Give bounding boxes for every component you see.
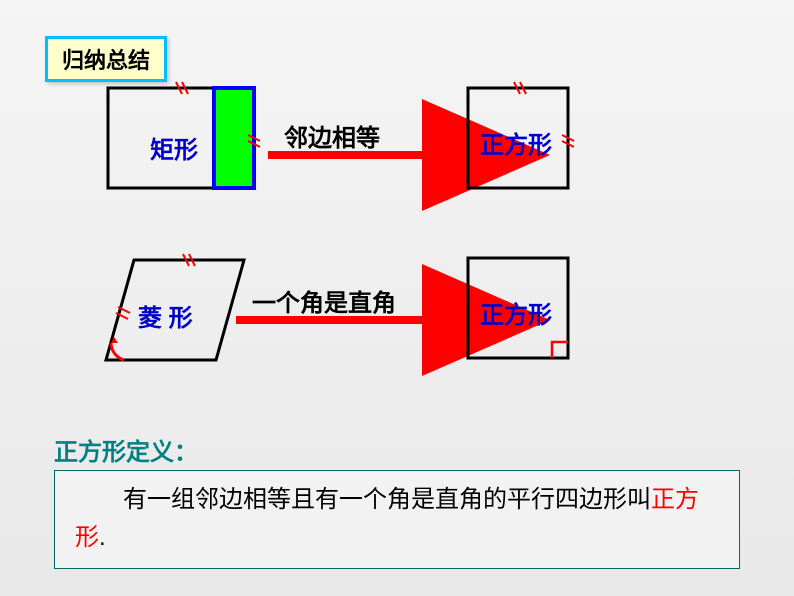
square1-label: 正方形 — [480, 125, 552, 160]
right-angle-mark — [552, 342, 568, 358]
arrow2-label: 一个角是直角 — [252, 283, 396, 318]
angle-arc — [111, 343, 124, 360]
green-panel — [214, 88, 254, 188]
arrow1-label: 邻边相等 — [284, 118, 380, 153]
definition-title: 正方形定义： — [54, 432, 198, 467]
square2-label: 正方形 — [480, 295, 552, 330]
def-text-before: 有一组邻边相等且有一个角是直角的平行四边形叫 — [123, 486, 651, 513]
definition-box: 有一组邻边相等且有一个角是直角的平行四边形叫正方形. — [54, 470, 740, 569]
def-text-after: . — [99, 524, 106, 551]
summary-badge: 归纳总结 — [45, 36, 167, 82]
rectangle-label: 矩形 — [150, 130, 198, 165]
rhombus-label: 菱 形 — [138, 298, 193, 333]
badge-text: 归纳总结 — [62, 48, 150, 73]
